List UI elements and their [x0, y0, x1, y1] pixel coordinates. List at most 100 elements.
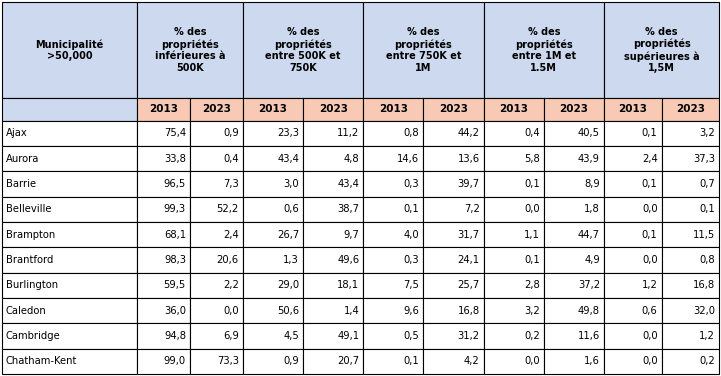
Text: 2,8: 2,8: [524, 280, 540, 290]
Bar: [363, 98, 423, 121]
Bar: [484, 171, 544, 197]
Text: Cambridge: Cambridge: [6, 331, 61, 341]
Text: 2023: 2023: [202, 105, 231, 114]
Text: 26,7: 26,7: [277, 230, 299, 240]
Text: 23,3: 23,3: [277, 128, 299, 138]
Text: 2013: 2013: [149, 105, 178, 114]
Bar: [662, 121, 719, 146]
Text: 0,1: 0,1: [524, 179, 540, 189]
Bar: [423, 323, 484, 349]
Text: 99,3: 99,3: [164, 204, 186, 214]
Bar: [363, 2, 484, 98]
Text: 1,4: 1,4: [343, 306, 359, 315]
Bar: [544, 171, 604, 197]
Text: Brampton: Brampton: [6, 230, 56, 240]
Text: 0,0: 0,0: [642, 331, 658, 341]
Text: % des
propriétés
entre 1M et
1.5M: % des propriétés entre 1M et 1.5M: [512, 27, 576, 73]
Text: 50,6: 50,6: [277, 306, 299, 315]
Bar: [303, 98, 363, 121]
Text: 0,1: 0,1: [404, 204, 420, 214]
Bar: [604, 2, 719, 98]
Bar: [662, 197, 719, 222]
Text: 0,4: 0,4: [524, 128, 540, 138]
Bar: [604, 171, 662, 197]
Text: 0,8: 0,8: [699, 255, 715, 265]
Bar: [243, 247, 303, 273]
Text: 0,3: 0,3: [404, 179, 420, 189]
Bar: [243, 146, 303, 171]
Text: 49,1: 49,1: [337, 331, 359, 341]
Text: 0,2: 0,2: [524, 331, 540, 341]
Bar: [423, 273, 484, 298]
Text: 0,8: 0,8: [404, 128, 420, 138]
Bar: [243, 197, 303, 222]
Text: 0,2: 0,2: [699, 356, 715, 366]
Bar: [2, 273, 137, 298]
Text: 40,5: 40,5: [578, 128, 600, 138]
Bar: [137, 146, 190, 171]
Text: Belleville: Belleville: [6, 204, 51, 214]
Bar: [303, 349, 363, 374]
Bar: [363, 247, 423, 273]
Text: 2,4: 2,4: [223, 230, 239, 240]
Bar: [190, 273, 243, 298]
Text: 7,2: 7,2: [464, 204, 479, 214]
Bar: [604, 273, 662, 298]
Bar: [484, 2, 604, 98]
Text: 38,7: 38,7: [337, 204, 359, 214]
Bar: [303, 222, 363, 247]
Text: 2,4: 2,4: [642, 154, 658, 164]
Bar: [544, 247, 604, 273]
Text: 0,1: 0,1: [642, 179, 658, 189]
Text: 2023: 2023: [676, 105, 704, 114]
Text: 0,0: 0,0: [524, 204, 540, 214]
Bar: [363, 298, 423, 323]
Bar: [2, 247, 137, 273]
Bar: [243, 98, 303, 121]
Text: 96,5: 96,5: [164, 179, 186, 189]
Text: 14,6: 14,6: [397, 154, 420, 164]
Text: Burlington: Burlington: [6, 280, 58, 290]
Bar: [662, 247, 719, 273]
Text: 32,0: 32,0: [693, 306, 715, 315]
Text: 16,8: 16,8: [693, 280, 715, 290]
Text: 2013: 2013: [258, 105, 288, 114]
Bar: [423, 222, 484, 247]
Text: 1,2: 1,2: [699, 331, 715, 341]
Text: 31,7: 31,7: [458, 230, 479, 240]
Bar: [544, 222, 604, 247]
Bar: [137, 171, 190, 197]
Text: 0,6: 0,6: [642, 306, 658, 315]
Bar: [190, 349, 243, 374]
Text: 0,0: 0,0: [224, 306, 239, 315]
Bar: [303, 273, 363, 298]
Text: 9,7: 9,7: [343, 230, 359, 240]
Bar: [423, 298, 484, 323]
Text: Municipalité
>50,000: Municipalité >50,000: [35, 39, 104, 61]
Bar: [303, 323, 363, 349]
Bar: [303, 247, 363, 273]
Bar: [484, 273, 544, 298]
Bar: [662, 222, 719, 247]
Text: 68,1: 68,1: [164, 230, 186, 240]
Bar: [544, 323, 604, 349]
Bar: [190, 197, 243, 222]
Text: 0,9: 0,9: [223, 128, 239, 138]
Text: 75,4: 75,4: [164, 128, 186, 138]
Bar: [243, 323, 303, 349]
Text: 13,6: 13,6: [458, 154, 479, 164]
Bar: [423, 98, 484, 121]
Text: 4,9: 4,9: [584, 255, 600, 265]
Bar: [423, 247, 484, 273]
Text: 39,7: 39,7: [458, 179, 479, 189]
Bar: [303, 298, 363, 323]
Bar: [423, 349, 484, 374]
Text: 0,0: 0,0: [642, 255, 658, 265]
Bar: [484, 247, 544, 273]
Text: 0,9: 0,9: [283, 356, 299, 366]
Bar: [544, 98, 604, 121]
Text: 2013: 2013: [619, 105, 647, 114]
Bar: [604, 222, 662, 247]
Bar: [137, 273, 190, 298]
Bar: [137, 121, 190, 146]
